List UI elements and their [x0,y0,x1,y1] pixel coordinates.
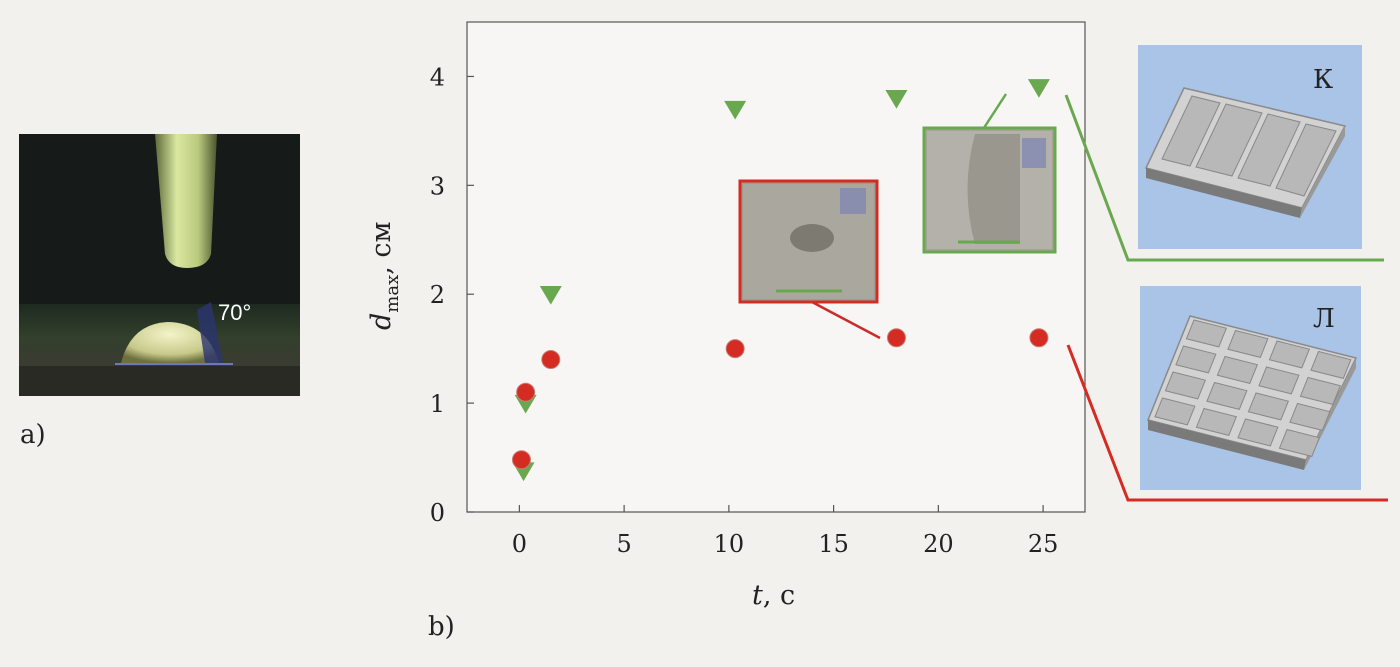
model-l-cell [1154,397,1196,426]
model-l-cell [1185,319,1228,348]
inset-k-image [922,93,1057,254]
y-tick-label: 3 [430,172,445,200]
x-tick-label: 5 [616,530,631,558]
y-axis-variable: d [366,313,397,330]
model-l-cell [1247,392,1290,421]
y-axis-subscript: max [382,275,403,313]
x-tick-label: 10 [714,530,745,558]
x-tick-label: 20 [923,530,954,558]
inset-l-image [738,179,881,340]
contact-angle-photo-graphic: 70° [19,134,300,396]
panel-a-label: a) [20,420,46,450]
model-l-cell [1289,402,1331,432]
y-tick-label: 4 [430,63,445,91]
leader-line-k [1064,94,1384,262]
point-series-k [885,89,908,109]
x-axis-unit: , c [763,580,795,611]
model-l-cell [1227,329,1269,359]
point-series-l [516,382,536,402]
model-l-cells [1154,319,1352,458]
point-series-l [1029,328,1049,348]
model-l-cell [1310,350,1352,380]
point-series-l [541,350,561,370]
needle [155,134,217,268]
model-l-cell [1278,428,1321,458]
data-marks [511,79,1050,482]
model-l-cell [1206,381,1248,411]
model-l-cell [1195,407,1238,437]
model-l-cell [1268,340,1311,369]
contact-angle-photo: 70° [19,134,300,396]
point-series-l [725,339,745,359]
axes: 0 5 10 15 20 25 0 1 2 3 4 [430,63,1059,558]
point-series-k [1027,79,1050,98]
angle-label: 70° [218,300,251,325]
point-series-l [886,328,906,348]
model-l: Л [1140,286,1361,490]
x-tick-label: 15 [818,530,849,558]
model-k: К [1138,45,1362,249]
y-axis-unit: , см [366,221,397,274]
model-l-cell [1164,371,1207,400]
model-l-cell [1175,345,1217,374]
y-axis-title: dmax, см [366,221,403,330]
model-l-label: Л [1313,304,1335,334]
y-tick-label: 1 [430,390,445,418]
panel-b-label: b) [428,612,455,642]
model-l-cell [1258,366,1300,395]
point-series-l [511,450,531,470]
model-l-cell [1216,355,1259,385]
model-l-cell [1299,376,1342,406]
y-tick-label: 0 [430,499,445,527]
x-axis-variable: t [752,580,763,611]
x-axis-title: t, c [752,580,795,611]
x-tick-label: 25 [1028,530,1059,558]
model-k-label: К [1313,65,1333,95]
x-tick-label: 0 [512,530,527,558]
point-series-k [724,100,747,120]
droplet [121,322,219,363]
angle-wedge [197,302,223,363]
point-series-k [539,285,562,305]
leader-line-l [1066,344,1388,502]
model-l-cell [1237,418,1279,447]
y-tick-label: 2 [430,281,445,309]
